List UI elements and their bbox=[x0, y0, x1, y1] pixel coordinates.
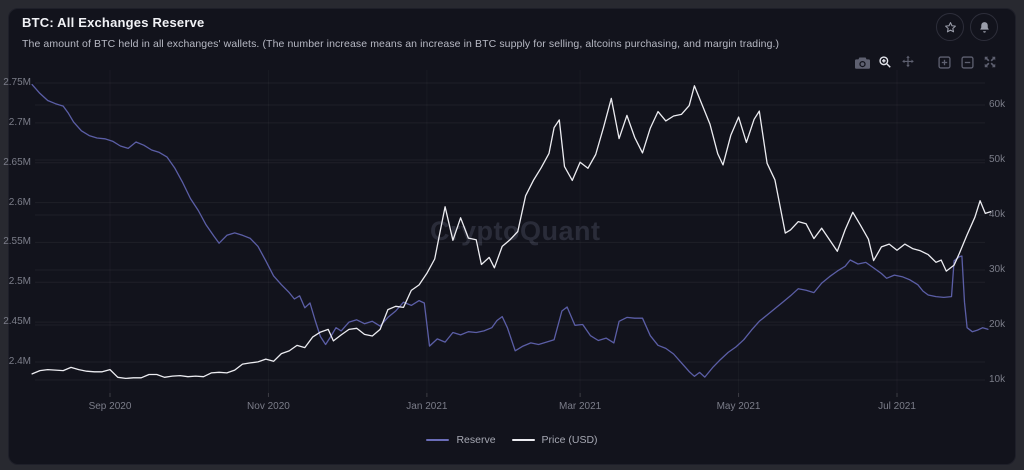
zoom-mode-button[interactable] bbox=[877, 55, 893, 69]
page-title: BTC: All Exchanges Reserve bbox=[22, 15, 205, 30]
chart-legend: Reserve Price (USD) bbox=[0, 434, 1024, 446]
y-axis-left-tick: 2.45M bbox=[3, 316, 31, 328]
legend-item-reserve[interactable]: Reserve bbox=[426, 434, 496, 446]
camera-icon bbox=[854, 56, 870, 69]
y-axis-right-tick: 10k bbox=[989, 374, 1006, 385]
y-axis-left-tick: 2.75M bbox=[3, 77, 31, 88]
download-png-button[interactable] bbox=[854, 55, 870, 69]
bell-icon bbox=[978, 21, 991, 34]
pan-mode-button[interactable] bbox=[900, 55, 916, 69]
price-line-swatch bbox=[511, 439, 535, 441]
magnifier-plus-icon bbox=[878, 55, 892, 69]
x-axis-tick: Sep 2020 bbox=[88, 401, 132, 412]
legend-label-price: Price (USD) bbox=[541, 434, 598, 446]
y-axis-left-tick: 2.6M bbox=[8, 196, 31, 208]
x-axis-tick: May 2021 bbox=[716, 401, 761, 412]
y-axis-left-tick: 2.4M bbox=[8, 355, 31, 367]
y-axis-left-tick: 2.7M bbox=[8, 116, 31, 128]
y-axis-right-tick: 60k bbox=[989, 99, 1006, 110]
favorite-star-button[interactable] bbox=[936, 13, 964, 41]
expand-arrows-icon bbox=[983, 55, 997, 69]
y-axis-right-tick: 20k bbox=[989, 319, 1006, 330]
legend-label-reserve: Reserve bbox=[456, 434, 496, 446]
zoom-out-button[interactable] bbox=[959, 55, 975, 69]
y-axis-right-tick: 30k bbox=[989, 264, 1006, 275]
x-axis-tick: Jul 2021 bbox=[878, 401, 916, 412]
page-subtitle: The amount of BTC held in all exchanges'… bbox=[22, 38, 780, 50]
y-axis-left-tick: 2.65M bbox=[3, 156, 31, 168]
star-icon bbox=[944, 21, 957, 34]
x-axis-tick: Nov 2020 bbox=[247, 401, 290, 412]
zoom-in-button[interactable] bbox=[936, 55, 952, 69]
y-axis-left-tick: 2.5M bbox=[8, 276, 31, 288]
chart-toolbar bbox=[854, 55, 998, 69]
plot-area[interactable] bbox=[35, 70, 985, 393]
y-axis-right-tick: 50k bbox=[989, 154, 1006, 165]
plus-square-icon bbox=[937, 55, 951, 69]
y-axis-left-tick: 2.55M bbox=[3, 236, 31, 248]
move-arrows-icon bbox=[901, 55, 915, 69]
notifications-button[interactable] bbox=[970, 13, 998, 41]
y-axis-right-tick: 40k bbox=[989, 209, 1006, 220]
x-axis-tick: Jan 2021 bbox=[406, 401, 448, 412]
reserve-line-swatch bbox=[426, 439, 450, 441]
minus-square-icon bbox=[960, 55, 974, 69]
legend-item-price[interactable]: Price (USD) bbox=[511, 434, 598, 446]
reset-axes-button[interactable] bbox=[982, 55, 998, 69]
x-axis-tick: Mar 2021 bbox=[558, 401, 602, 412]
